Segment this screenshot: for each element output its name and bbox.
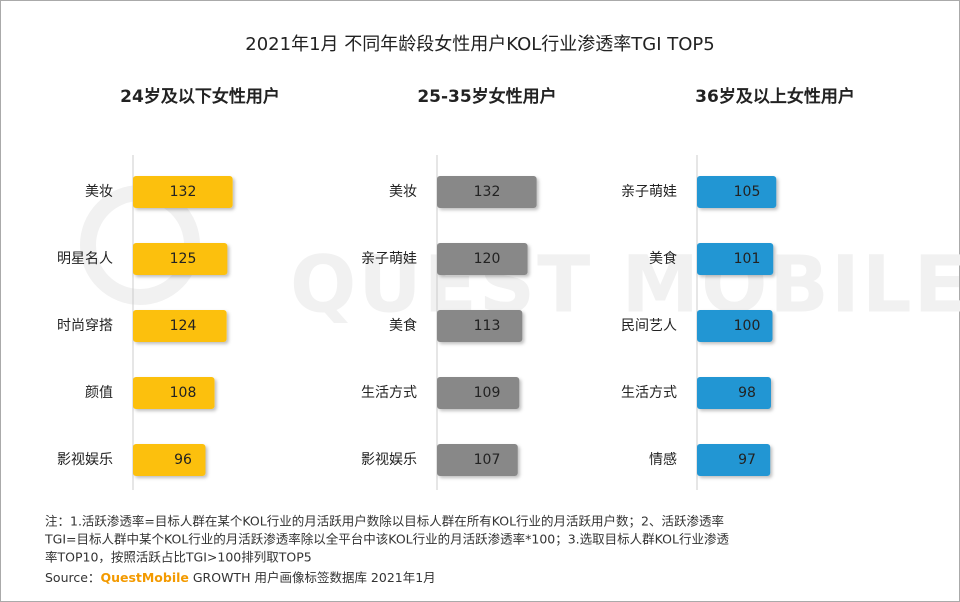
category-label: 影视娱乐 <box>361 452 417 468</box>
value-label: 132 <box>170 184 197 200</box>
panel-title: 36岁及以上女性用户 <box>695 86 855 107</box>
value-label: 132 <box>474 184 501 200</box>
watermark: QUEST MOBILE <box>290 240 960 330</box>
category-label: 亲子萌娃 <box>361 251 417 267</box>
panel-title: 24岁及以下女性用户 <box>120 86 280 107</box>
category-label: 美妆 <box>85 184 113 200</box>
category-label: 颜值 <box>85 385 113 401</box>
bar <box>133 377 215 409</box>
value-label: 113 <box>474 318 501 334</box>
footnote: 注：1.活跃渗透率=目标人群在某个KOL行业的月活跃用户数除以目标人群在所有KO… <box>45 514 724 529</box>
category-label: 明星名人 <box>57 251 113 267</box>
footnote: TGI=目标人群中某个KOL行业的月活跃渗透率除以全平台中该KOL行业的月活跃渗… <box>44 532 729 547</box>
category-label: 亲子萌娃 <box>621 184 677 200</box>
bar <box>133 310 227 342</box>
category-label: 美妆 <box>389 184 417 200</box>
value-label: 100 <box>734 318 761 334</box>
bar <box>697 310 773 342</box>
category-label: 美食 <box>649 250 677 267</box>
value-label: 98 <box>738 385 756 401</box>
source-text: GROWTH 用户画像标签数据库 2021年1月 <box>189 570 436 585</box>
value-label: 125 <box>170 251 197 267</box>
source-brand: QuestMobile <box>100 570 188 585</box>
panel-title: 25-35岁女性用户 <box>417 86 556 107</box>
value-label: 101 <box>734 251 761 267</box>
value-label: 97 <box>738 452 756 468</box>
bar <box>437 310 523 342</box>
value-label: 108 <box>170 385 197 401</box>
value-label: 96 <box>174 452 192 468</box>
bar <box>437 243 528 275</box>
bar <box>697 176 777 208</box>
value-label: 120 <box>474 251 501 267</box>
bar <box>133 444 206 476</box>
category-label: 美食 <box>389 317 417 334</box>
source-label: Source： <box>45 570 100 585</box>
source: Source：QuestMobile GROWTH 用户画像标签数据库 2021… <box>45 570 436 585</box>
category-label: 情感 <box>649 451 677 468</box>
value-label: 109 <box>474 385 501 401</box>
bar <box>697 243 774 275</box>
bar <box>437 444 518 476</box>
bar <box>437 176 537 208</box>
footnote: 率TOP10，按照活跃占比TGI>100排列取TOP5 <box>45 550 312 565</box>
category-label: 时尚穿搭 <box>57 318 113 334</box>
value-label: 124 <box>170 318 197 334</box>
value-label: 107 <box>474 452 501 468</box>
chart-title: 2021年1月 不同年龄段女性用户KOL行业渗透率TGI TOP5 <box>245 34 714 55</box>
category-label: 民间艺人 <box>621 318 677 334</box>
bar <box>437 377 520 409</box>
bar <box>697 444 771 476</box>
bar <box>697 377 771 409</box>
value-label: 105 <box>734 184 761 200</box>
category-label: 生活方式 <box>621 385 677 401</box>
bar <box>133 176 233 208</box>
category-label: 生活方式 <box>361 385 417 401</box>
bar <box>133 243 228 275</box>
category-label: 影视娱乐 <box>57 452 113 468</box>
